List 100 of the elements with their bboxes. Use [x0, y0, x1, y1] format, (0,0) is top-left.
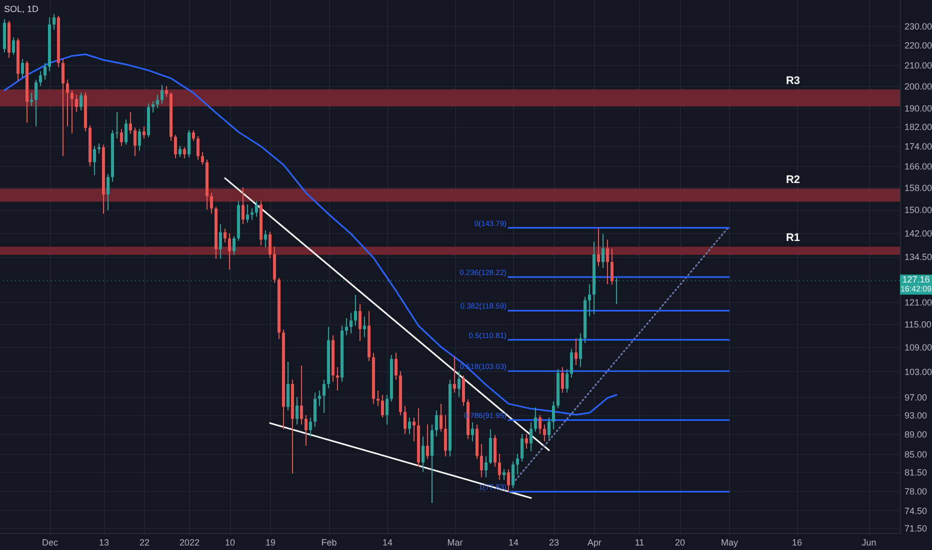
- candlestick: [75, 94, 78, 113]
- candlestick: [525, 434, 528, 450]
- candlestick: [408, 416, 411, 435]
- candlestick: [435, 410, 438, 437]
- ref-line-label: 127.16: [902, 274, 930, 285]
- band-label: R3: [786, 74, 800, 87]
- y-tick-label: 93.00: [904, 410, 928, 421]
- candlestick: [530, 422, 532, 452]
- x-tick-label: 20: [674, 538, 686, 548]
- y-tick-label: 134.50: [904, 252, 932, 262]
- y-tick-label: 200.00: [904, 82, 932, 92]
- x-tick-label: 19: [265, 538, 276, 548]
- candlestick: [224, 228, 226, 243]
- candlestick: [39, 70, 42, 87]
- candlestick: [142, 126, 146, 140]
- x-tick-label: 10: [224, 538, 236, 548]
- x-tick-label: Apr: [587, 538, 602, 548]
- y-tick-label: 85.00: [904, 449, 928, 460]
- x-tick-label: 11: [634, 538, 644, 548]
- candlestick: [570, 348, 573, 378]
- candlestick: [453, 356, 456, 394]
- candlestick: [507, 468, 510, 492]
- candlestick: [404, 406, 406, 435]
- candlestick: [228, 232, 231, 270]
- candlestick: [548, 416, 550, 440]
- candlestick: [120, 128, 123, 146]
- candlestick: [192, 130, 195, 142]
- candlestick: [471, 422, 474, 442]
- candlestick: [138, 128, 141, 152]
- x-tick-label: 23: [548, 538, 560, 548]
- candlestick: [183, 146, 186, 159]
- candlestick: [458, 370, 460, 398]
- candlestick: [174, 134, 177, 159]
- candlestick: [358, 304, 362, 342]
- candlestick: [21, 58, 24, 78]
- candlestick: [134, 127, 136, 157]
- candlestick: [426, 424, 429, 460]
- candlestick: [106, 173, 110, 211]
- candlestick: [250, 208, 254, 220]
- candlestick: [502, 468, 506, 480]
- candlestick: [534, 406, 537, 432]
- candlestick: [129, 112, 132, 134]
- candlestick: [422, 436, 424, 472]
- candlestick: [30, 92, 33, 106]
- y-tick-label: 81.50: [904, 467, 928, 478]
- y-tick-label: 74.50: [904, 506, 928, 516]
- candlestick: [484, 456, 488, 478]
- candlestick: [444, 414, 447, 457]
- candlestick: [300, 364, 303, 425]
- candlestick: [178, 145, 182, 158]
- candlestick: [574, 338, 578, 366]
- candlestick: [66, 79, 69, 127]
- candlestick: [165, 86, 168, 98]
- y-tick-label: 103.00: [904, 366, 932, 377]
- candlestick: [152, 100, 154, 114]
- candlestick: [350, 312, 352, 334]
- candlestick: [80, 92, 82, 111]
- candlestick: [588, 284, 591, 317]
- y-tick-label: 121.00: [904, 298, 932, 308]
- candlestick: [160, 84, 164, 104]
- y-tick-label: 230.00: [904, 21, 932, 32]
- band-label: R2: [786, 174, 800, 186]
- y-tick-label: 158.00: [904, 182, 932, 193]
- candlestick: [480, 443, 483, 478]
- x-tick-label: Jun: [862, 538, 876, 548]
- x-tick-label: 16: [792, 538, 802, 548]
- y-tick-label: 89.00: [904, 430, 928, 440]
- candlestick: [296, 396, 298, 425]
- candlestick: [124, 119, 128, 146]
- candlestick: [520, 434, 524, 462]
- x-tick-label: 2022: [179, 538, 200, 548]
- x-tick-label: Feb: [321, 538, 337, 548]
- candlestick: [232, 236, 236, 256]
- candlestick: [386, 394, 388, 425]
- candlestick: [552, 401, 555, 430]
- candlestick: [602, 233, 604, 268]
- candlestick: [498, 453, 501, 480]
- candlestick: [412, 416, 416, 442]
- candlestick: [309, 416, 312, 437]
- x-tick-label: Dec: [42, 538, 58, 548]
- y-tick-label: 78.00: [904, 486, 928, 496]
- candlestick: [597, 227, 600, 267]
- candlestick: [345, 318, 348, 336]
- candlestick: [62, 58, 64, 157]
- y-tick-label: 182.00: [904, 122, 932, 132]
- candlestick: [579, 332, 582, 368]
- y-tick-label: 220.00: [904, 40, 932, 51]
- candlestick: [462, 374, 465, 407]
- candlestick: [566, 368, 568, 394]
- y-tick-label: 190.00: [904, 104, 932, 114]
- y-tick-label: 150.00: [904, 205, 932, 216]
- candlestick: [322, 379, 326, 414]
- candlestick: [512, 460, 514, 489]
- candlestick: [246, 204, 249, 224]
- candlestick: [188, 130, 190, 158]
- y-tick-label: 210.00: [904, 60, 932, 71]
- candlestick: [44, 62, 46, 80]
- candlestick: [52, 13, 56, 30]
- candlestick: [196, 136, 200, 160]
- candlestick: [156, 94, 159, 109]
